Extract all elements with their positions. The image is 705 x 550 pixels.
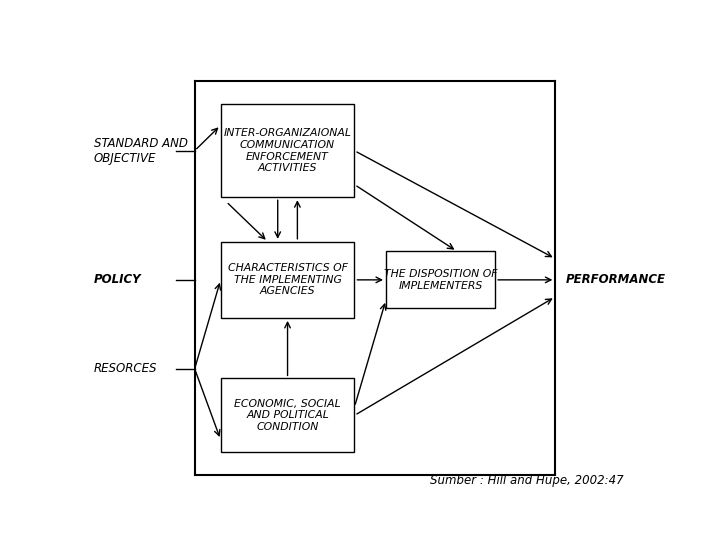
Text: INTER-ORGANIZAIONAL
COMMUNICATION
ENFORCEMENT
ACTIVITIES: INTER-ORGANIZAIONAL COMMUNICATION ENFORC…	[223, 128, 352, 173]
Text: THE DISPOSITION OF
IMPLEMENTERS: THE DISPOSITION OF IMPLEMENTERS	[384, 269, 497, 290]
Bar	[221, 378, 355, 453]
Text: STANDARD AND
OBJECTIVE: STANDARD AND OBJECTIVE	[94, 137, 188, 164]
Text: RESORCES: RESORCES	[94, 362, 157, 375]
Text: PERFORMANCE: PERFORMANCE	[566, 273, 666, 287]
Text: CHARACTERISTICS OF
THE IMPLEMENTING
AGENCIES: CHARACTERISTICS OF THE IMPLEMENTING AGEN…	[228, 263, 348, 296]
Bar	[221, 242, 355, 318]
Bar	[386, 251, 495, 309]
Text: ECONOMIC, SOCIAL
AND POLITICAL
CONDITION: ECONOMIC, SOCIAL AND POLITICAL CONDITION	[234, 399, 341, 432]
Text: Sumber : Hill and Hupe, 2002:47: Sumber : Hill and Hupe, 2002:47	[430, 475, 624, 487]
Text: POLICY: POLICY	[94, 273, 141, 287]
Bar	[221, 104, 355, 197]
